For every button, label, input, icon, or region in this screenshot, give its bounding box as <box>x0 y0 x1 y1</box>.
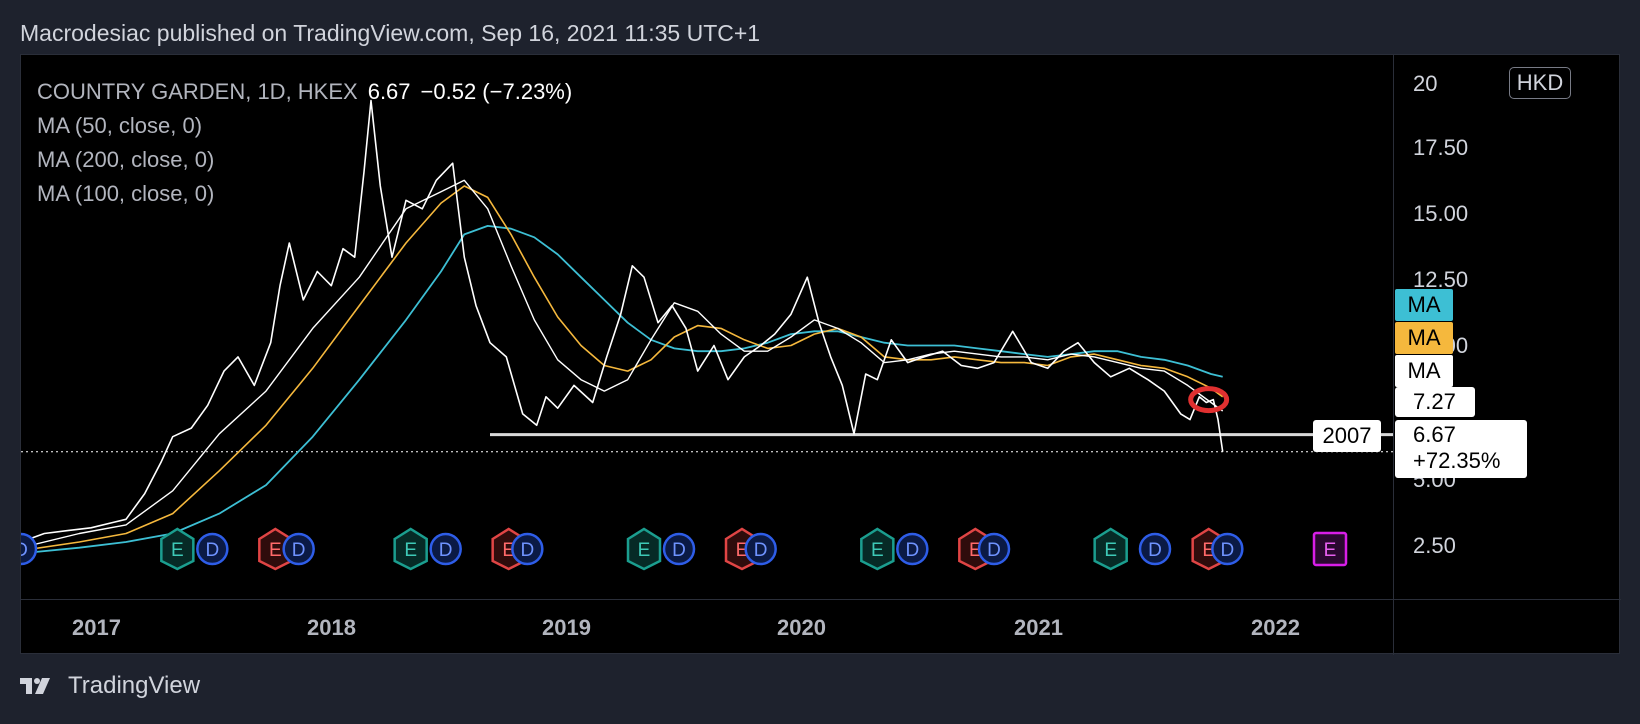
earnings-marker-label: E <box>171 540 184 561</box>
y-tick-label: 2.50 <box>1413 533 1456 558</box>
dividend-marker-label: D <box>292 540 306 561</box>
price-change: −0.52 (−7.23%) <box>420 79 573 104</box>
dividend-marker <box>1211 532 1244 566</box>
publish-header: Macrodesiac published on TradingView.com… <box>20 20 761 46</box>
earnings-marker-label: E <box>1104 540 1117 561</box>
dividend-marker-label: D <box>21 540 28 561</box>
bar-countdown-tag: 2007 <box>1313 420 1381 452</box>
dividend-marker-label: D <box>672 540 686 561</box>
dividend-marker-label: D <box>439 540 453 561</box>
x-tick-label: 2017 <box>72 615 121 640</box>
earnings-marker-label: E <box>638 540 651 561</box>
currency-badge[interactable]: HKD <box>1509 67 1571 99</box>
earnings-marker <box>860 527 895 571</box>
dividend-marker <box>282 532 315 566</box>
tradingview-footer[interactable]: TradingView <box>20 672 200 700</box>
earnings-marker-label: E <box>404 540 417 561</box>
earnings-marker <box>160 527 195 571</box>
price-series-line <box>21 99 1224 543</box>
dividend-marker-label: D <box>987 540 1001 561</box>
earnings-marker <box>1093 527 1128 571</box>
x-tick-label: 2019 <box>542 615 591 640</box>
dividend-marker <box>429 532 462 566</box>
price-chart-svg[interactable]: DEDEDEDEDEDEDEDEDEDEDE <box>21 55 1619 653</box>
symbol-line: COUNTRY GARDEN, 1D, HKEX 6.67 −0.52 (−7.23… <box>37 75 572 109</box>
y-tick-label: 17.50 <box>1413 135 1469 160</box>
time-axis-divider <box>21 599 1621 600</box>
x-tick-label: 2020 <box>777 615 826 640</box>
dividend-marker <box>511 532 544 566</box>
highlight-ellipse <box>1188 386 1230 414</box>
symbol-title[interactable]: COUNTRY GARDEN, 1D, HKEX <box>37 79 358 104</box>
ma50-line <box>21 179 1224 549</box>
earnings-marker-label: E <box>1324 540 1337 561</box>
last-price-value: 6.67 <box>1413 422 1456 447</box>
chart-legend: COUNTRY GARDEN, 1D, HKEX 6.67 −0.52 (−7.23… <box>37 75 572 211</box>
ma100-price-tag: MA <box>1395 322 1453 354</box>
earnings-upcoming-marker <box>1312 531 1348 567</box>
earnings-marker-label: E <box>871 540 884 561</box>
dividend-marker <box>1138 532 1172 566</box>
y-tick-label: 12.50 <box>1413 267 1469 292</box>
ma200-legend[interactable]: MA (200, close, 0) <box>37 147 215 172</box>
dividend-marker <box>744 532 777 566</box>
earnings-marker <box>626 527 662 571</box>
support-price-tag: 7.27 <box>1395 387 1475 417</box>
ma50-price-tag: MA <box>1395 355 1453 387</box>
x-tick-label: 2022 <box>1251 615 1300 640</box>
dividend-marker-label: D <box>905 540 919 561</box>
ma50-legend[interactable]: MA (50, close, 0) <box>37 113 203 138</box>
price-axis-divider <box>1393 55 1394 655</box>
dividend-marker-label: D <box>754 540 768 561</box>
ma200-line <box>21 224 1223 555</box>
tradingview-logo-icon <box>20 678 50 694</box>
earnings-marker-label: E <box>269 540 282 561</box>
dividend-marker-label: D <box>1148 540 1162 561</box>
y-tick-label: 20 <box>1413 71 1438 96</box>
dividend-marker <box>977 532 1011 566</box>
x-tick-label: 2018 <box>307 615 356 640</box>
chart-frame[interactable]: DEDEDEDEDEDEDEDEDEDEDE COUNTRY GARDEN, 1… <box>20 54 1621 655</box>
dividend-marker-label: D <box>1220 540 1234 561</box>
dividend-marker-label: D <box>520 540 534 561</box>
dividend-marker-label: D <box>205 540 219 561</box>
dividend-marker <box>21 532 38 566</box>
ma100-line <box>21 185 1224 552</box>
earnings-marker <box>393 527 428 571</box>
dividend-marker <box>896 532 929 566</box>
ma100-legend[interactable]: MA (100, close, 0) <box>37 181 215 206</box>
dividend-marker <box>662 532 696 566</box>
x-tick-label: 2021 <box>1014 615 1063 640</box>
ma200-price-tag: MA <box>1395 289 1453 321</box>
last-price: 6.67 <box>367 79 411 104</box>
dividend-marker <box>196 532 229 566</box>
last-price-percent: +72.35% <box>1413 448 1501 473</box>
tradingview-brand-name: TradingView <box>68 672 201 699</box>
y-tick-label: 15.00 <box>1413 201 1469 226</box>
last-price-tag: 6.67 +72.35% <box>1395 420 1527 478</box>
